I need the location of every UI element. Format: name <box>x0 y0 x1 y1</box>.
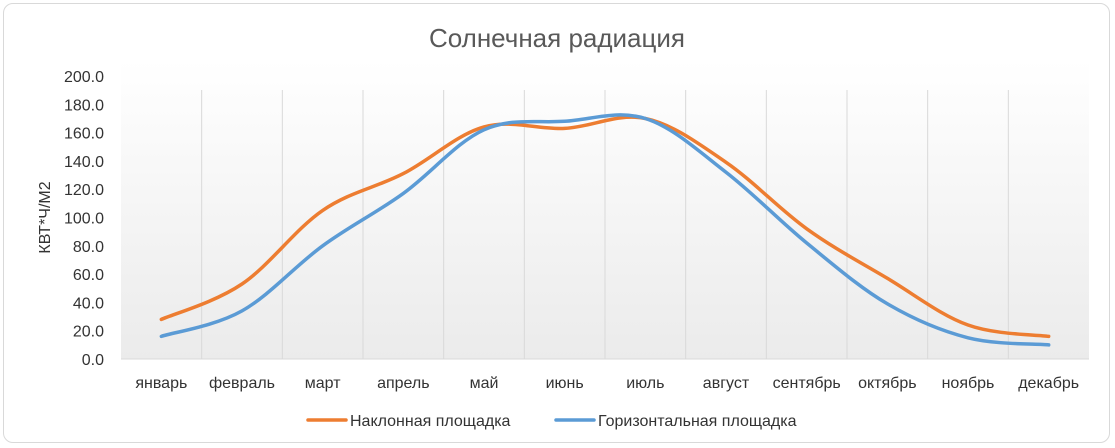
series-lines <box>159 113 1051 347</box>
legend-label: Горизонтальная площадка <box>598 413 797 430</box>
y-tick-label: 120.0 <box>64 182 104 199</box>
y-tick-label: 180.0 <box>64 97 104 114</box>
x-tick-label: ноябрь <box>942 375 995 392</box>
x-tick-label: август <box>703 375 750 392</box>
x-tick-label: февраль <box>209 375 275 392</box>
y-tick-label: 160.0 <box>64 126 104 143</box>
series-line-2 <box>159 113 1051 347</box>
x-tick-label: май <box>470 375 499 392</box>
y-tick-label: 60.0 <box>73 267 104 284</box>
x-tick-label: июль <box>626 375 664 392</box>
x-tick-label: июнь <box>546 375 584 392</box>
y-tick-label: 100.0 <box>64 211 104 228</box>
y-tick-label: 200.0 <box>64 69 104 86</box>
y-axis-label: КВТ*Ч/М2 <box>37 181 54 253</box>
y-axis-ticks: 0.0 20.0 40.0 60.0 80.0 100.0 120.0 140.0 160.0 1… <box>64 69 104 369</box>
x-axis-ticks: январь февраль март апрель май июнь июль август… <box>135 375 1079 392</box>
y-tick-label: 40.0 <box>73 295 104 312</box>
y-tick-label: 0.0 <box>82 352 104 369</box>
y-tick-label: 20.0 <box>73 324 104 341</box>
y-tick-label: 140.0 <box>64 154 104 171</box>
x-tick-label: март <box>305 375 341 392</box>
x-tick-label: декабрь <box>1018 375 1079 392</box>
legend: Наклонная площадка Горизонтальная площадк… <box>306 413 797 430</box>
series-line-1 <box>159 115 1051 339</box>
x-tick-label: апрель <box>377 375 430 392</box>
legend-label: Наклонная площадка <box>350 413 511 430</box>
x-tick-label: январь <box>135 375 187 392</box>
x-tick-label: октябрь <box>858 375 916 392</box>
chart-title: Солнечная радиация <box>429 23 685 53</box>
x-tick-label: сентябрь <box>773 375 841 392</box>
y-tick-label: 80.0 <box>73 239 104 256</box>
